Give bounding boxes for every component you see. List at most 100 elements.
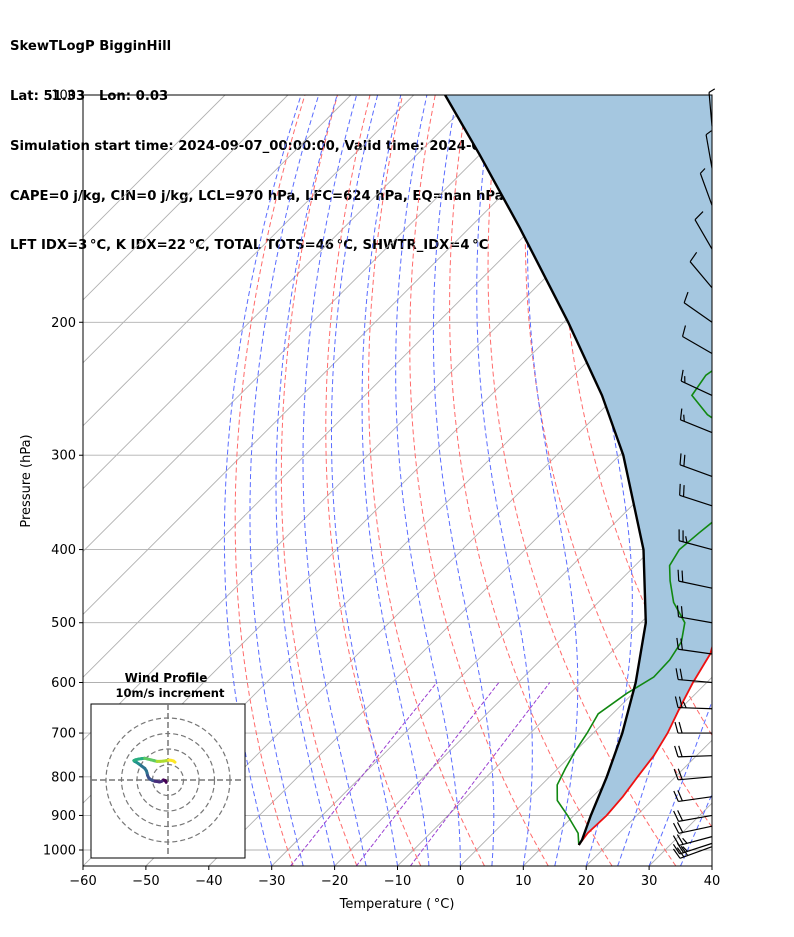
y-tick-label: 400 xyxy=(51,543,76,558)
barb-flag xyxy=(705,130,712,136)
barb-flag xyxy=(694,211,704,221)
dry-adiabat xyxy=(761,95,794,866)
mixing-ratio-line xyxy=(409,682,551,866)
y-tick-label: 600 xyxy=(51,676,76,691)
moist-adiabat xyxy=(361,95,430,866)
wind-barb xyxy=(673,810,713,822)
moist-adiabat xyxy=(275,95,338,866)
location-line: Lat: 51.33 Lon: 0.03 xyxy=(10,88,169,104)
barb-flag xyxy=(676,847,685,858)
x-tick-label: −20 xyxy=(321,874,348,889)
barb-staff xyxy=(678,678,713,684)
barb-flag xyxy=(682,846,688,852)
barb-flag xyxy=(672,844,681,855)
isotherm xyxy=(83,95,352,364)
barb-flag xyxy=(678,696,683,708)
y-tick-label: 200 xyxy=(51,316,76,331)
indices-line-2: LFT IDX=3 °C, K IDX=22 °C, TOTAL TOTS=46… xyxy=(10,238,489,254)
barb-staff xyxy=(682,336,713,355)
isotherm xyxy=(83,95,226,238)
isotherm xyxy=(775,95,794,866)
hodograph-plot xyxy=(91,704,245,858)
dry-adiabat xyxy=(280,95,358,866)
wind-barb xyxy=(679,483,713,507)
dry-adiabat xyxy=(487,95,677,866)
barb-flag xyxy=(677,790,683,802)
wind-barb xyxy=(678,529,713,551)
barb-staff xyxy=(679,836,713,846)
wind-barb xyxy=(672,845,713,859)
barb-flag xyxy=(673,768,679,781)
barb-flag xyxy=(679,483,681,496)
axes: −60 −50 −40 −30 −20 −10 0 10 20 30 40 100 200 300 400 5… xyxy=(43,89,720,890)
moist-adiabat xyxy=(432,95,495,866)
cape-cin-shading xyxy=(445,95,712,845)
hodograph-inset: Wind Profile 10m/s increment xyxy=(90,671,246,859)
barb-flag xyxy=(676,834,684,845)
dewpoint-line xyxy=(556,369,712,846)
x-tick-label: 10 xyxy=(515,874,532,889)
barb-flag xyxy=(683,291,689,303)
barb-flag xyxy=(679,408,683,420)
profile-lines xyxy=(444,95,712,846)
moist-adiabat xyxy=(744,95,794,866)
wind-barb xyxy=(708,88,716,127)
hodograph-subtitle: 10m/s increment xyxy=(116,686,225,700)
barb-staff xyxy=(678,648,713,655)
dry-adiabat xyxy=(449,95,613,866)
y-tick-label: 800 xyxy=(51,770,76,785)
moist-adiabat xyxy=(331,95,398,866)
isotherm xyxy=(83,95,477,490)
y-tick-label: 500 xyxy=(51,616,76,631)
wind-barb xyxy=(674,745,713,758)
barb-flag xyxy=(683,454,686,467)
barb-flag xyxy=(680,845,689,856)
x-tick-label: −40 xyxy=(195,874,222,889)
dry-adiabat xyxy=(409,95,549,866)
moist-adiabat xyxy=(617,95,700,866)
barb-staff xyxy=(708,92,713,127)
barb-staff xyxy=(678,814,713,822)
dry-adiabat xyxy=(325,95,422,866)
barb-staff xyxy=(678,580,713,589)
barb-flag xyxy=(677,810,684,821)
moist-adiabat xyxy=(476,95,533,866)
y-tick-label: 900 xyxy=(51,809,76,824)
barb-staff xyxy=(683,302,713,323)
barb-flag xyxy=(680,369,684,382)
y-tick-label: 100 xyxy=(51,89,76,104)
y-tick-label: 1000 xyxy=(43,844,76,859)
barb-staff xyxy=(679,842,713,855)
x-tick-label: −60 xyxy=(69,874,96,889)
x-tick-label: 30 xyxy=(641,874,658,889)
barb-staff xyxy=(678,796,713,803)
barb-flag xyxy=(678,721,683,734)
temperature-line xyxy=(578,644,712,846)
barb-flag xyxy=(674,745,679,758)
wind-barb xyxy=(689,251,713,289)
wind-barb xyxy=(674,721,712,734)
moist-adiabat xyxy=(680,793,712,866)
wind-barb xyxy=(699,168,713,206)
wind-barb xyxy=(679,453,713,477)
parcel-line xyxy=(444,95,648,846)
moist-adiabat xyxy=(648,699,712,866)
barb-flag xyxy=(676,637,679,650)
wind-barb xyxy=(694,211,713,250)
barb-flag xyxy=(680,606,684,618)
moist-adiabat xyxy=(249,95,320,866)
x-axis-label: Temperature ( °C) xyxy=(339,897,455,912)
y-tick-label: 700 xyxy=(51,727,76,742)
barb-flag xyxy=(699,168,706,174)
barb-flag xyxy=(682,837,688,844)
barb-flag xyxy=(676,822,684,833)
barb-flag xyxy=(680,638,683,650)
barb-staff xyxy=(679,464,713,477)
wind-barb xyxy=(675,668,713,684)
barb-flag xyxy=(672,822,680,834)
barb-flag xyxy=(674,696,679,708)
moist-adiabat xyxy=(395,95,461,866)
dry-adiabat xyxy=(234,95,306,866)
x-tick-label: −50 xyxy=(132,874,159,889)
